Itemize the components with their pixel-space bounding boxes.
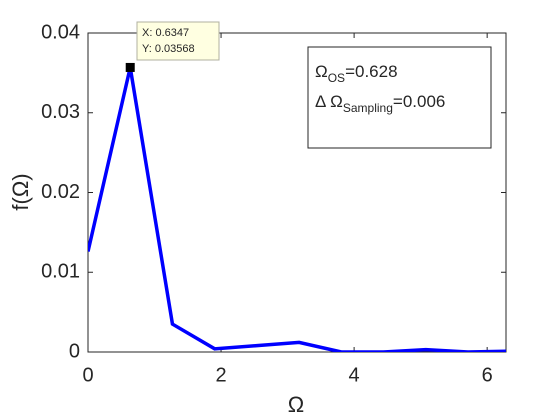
x-tick-label: 4 <box>349 364 360 386</box>
y-tick-label: 0 <box>69 340 80 362</box>
annotation-symbol: Ω <box>315 62 328 81</box>
line <box>88 67 506 352</box>
datatip-y: Y: 0.03568 <box>142 43 195 55</box>
y-tick-label: 0.02 <box>41 181 80 203</box>
annotation-value: =0.628 <box>345 62 397 81</box>
datatip-x: X: 0.6347 <box>142 27 189 39</box>
x-axis-label: Ω <box>288 392 304 417</box>
y-tick-label: 0.04 <box>41 21 80 43</box>
datatip-marker <box>125 62 135 72</box>
annotation-subscript: OS <box>328 71 345 85</box>
annotation-subscript: Sampling <box>343 101 393 115</box>
annotation-text: ΩOS=0.628 <box>315 62 398 85</box>
x-tick-label: 0 <box>82 364 93 386</box>
annotation-text: Δ ΩSampling=0.006 <box>315 92 445 115</box>
x-tick-label: 2 <box>215 364 226 386</box>
x-tick-label: 6 <box>482 364 493 386</box>
annotation-value: =0.006 <box>393 92 445 111</box>
y-tick-label: 0.03 <box>41 101 80 123</box>
y-tick-label: 0.01 <box>41 261 80 283</box>
datatip-box <box>136 21 220 61</box>
y-axis-label: f(Ω) <box>8 173 33 210</box>
annotation-box <box>307 46 492 149</box>
annotation-symbol: Δ Ω <box>315 92 343 111</box>
